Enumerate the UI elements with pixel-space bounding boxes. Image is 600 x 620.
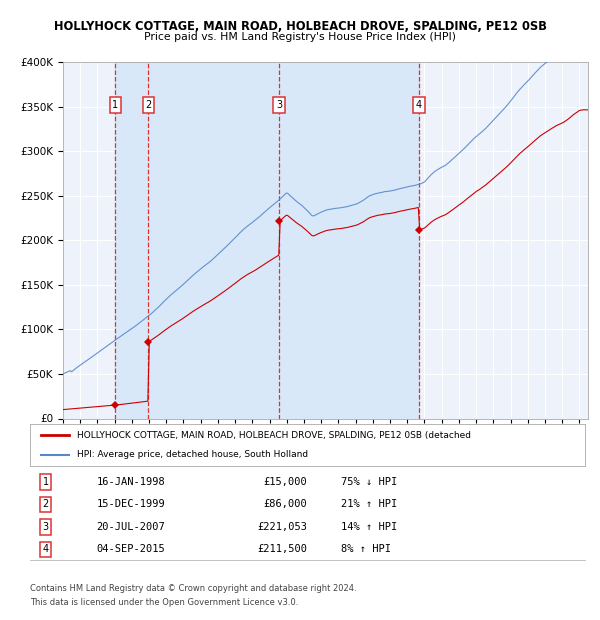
Text: Price paid vs. HM Land Registry's House Price Index (HPI): Price paid vs. HM Land Registry's House … bbox=[144, 32, 456, 42]
Text: 14% ↑ HPI: 14% ↑ HPI bbox=[341, 522, 397, 532]
Text: Contains HM Land Registry data © Crown copyright and database right 2024.: Contains HM Land Registry data © Crown c… bbox=[30, 584, 356, 593]
Text: 4: 4 bbox=[416, 100, 422, 110]
Text: 1: 1 bbox=[112, 100, 118, 110]
Text: HOLLYHOCK COTTAGE, MAIN ROAD, HOLBEACH DROVE, SPALDING, PE12 0SB (detached: HOLLYHOCK COTTAGE, MAIN ROAD, HOLBEACH D… bbox=[77, 431, 471, 440]
Text: 21% ↑ HPI: 21% ↑ HPI bbox=[341, 499, 397, 509]
Text: 15-DEC-1999: 15-DEC-1999 bbox=[97, 499, 166, 509]
Text: 8% ↑ HPI: 8% ↑ HPI bbox=[341, 544, 391, 554]
Text: 4: 4 bbox=[43, 544, 49, 554]
Text: 75% ↓ HPI: 75% ↓ HPI bbox=[341, 477, 397, 487]
Text: HPI: Average price, detached house, South Holland: HPI: Average price, detached house, Sout… bbox=[77, 450, 308, 459]
Text: This data is licensed under the Open Government Licence v3.0.: This data is licensed under the Open Gov… bbox=[30, 598, 298, 607]
Bar bbox=[279, 62, 419, 419]
Text: 3: 3 bbox=[43, 522, 49, 532]
Text: £15,000: £15,000 bbox=[264, 477, 308, 487]
Text: 20-JUL-2007: 20-JUL-2007 bbox=[97, 522, 166, 532]
Text: 2: 2 bbox=[145, 100, 152, 110]
Text: £221,053: £221,053 bbox=[257, 522, 308, 532]
Bar bbox=[148, 62, 279, 419]
Text: £211,500: £211,500 bbox=[257, 544, 308, 554]
Text: HOLLYHOCK COTTAGE, MAIN ROAD, HOLBEACH DROVE, SPALDING, PE12 0SB: HOLLYHOCK COTTAGE, MAIN ROAD, HOLBEACH D… bbox=[53, 20, 547, 33]
Text: 1: 1 bbox=[43, 477, 49, 487]
Text: 16-JAN-1998: 16-JAN-1998 bbox=[97, 477, 166, 487]
Text: £86,000: £86,000 bbox=[264, 499, 308, 509]
Bar bbox=[115, 62, 148, 419]
Text: 04-SEP-2015: 04-SEP-2015 bbox=[97, 544, 166, 554]
Text: 2: 2 bbox=[43, 499, 49, 509]
Text: 3: 3 bbox=[276, 100, 282, 110]
